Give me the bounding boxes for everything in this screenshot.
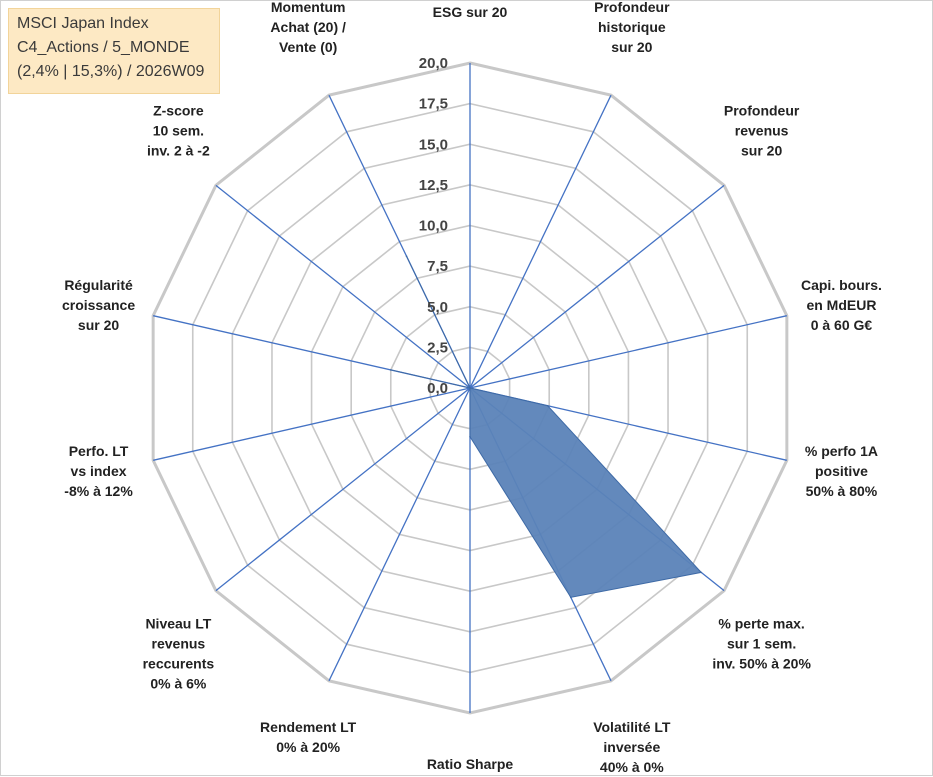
index-name: MSCI Japan Index xyxy=(17,15,149,32)
tick-label: 12,5 xyxy=(419,177,448,194)
axis-spoke xyxy=(469,184,725,389)
axis-label: NoteESG sur 20 xyxy=(433,1,508,20)
data-point xyxy=(469,435,471,438)
axis-label: % perte max. sur 1 sem. inv. 50% à 20% xyxy=(712,616,811,672)
tick-label: 10,0 xyxy=(419,218,448,235)
tick-label: 5,0 xyxy=(427,299,448,316)
data-point xyxy=(405,255,408,258)
data-point xyxy=(700,571,703,574)
axis-label: Rendement LT 0% à 20% xyxy=(260,719,357,755)
axis-spoke xyxy=(215,387,471,592)
axis-spoke xyxy=(469,94,612,389)
axis-label: Niveau LT revenus reccurents 0% à 6% xyxy=(143,616,215,692)
tick-label: 20,0 xyxy=(419,55,448,72)
axis-label: Profondeur revenus sur 20 xyxy=(724,102,800,158)
tick-label: 2,5 xyxy=(427,339,448,356)
index-category: C4_Actions / 5_MONDE xyxy=(17,39,190,56)
axis-label: Profondeur historique sur 20 xyxy=(594,1,670,55)
axis-spoke xyxy=(153,387,471,461)
axis-spoke xyxy=(215,184,471,389)
data-series xyxy=(389,255,703,599)
tick-label: 15,0 xyxy=(419,136,448,153)
tick-label: 0,0 xyxy=(427,380,448,397)
data-point xyxy=(469,387,471,389)
data-point xyxy=(546,404,549,407)
axis-spoke xyxy=(469,315,787,389)
axis-label: Régularité croissance sur 20 xyxy=(62,277,135,333)
axis-label: Ratio Sharpe0 à 1 xyxy=(427,756,514,777)
index-info-box: MSCI Japan Index C4_Actions / 5_MONDE (2… xyxy=(8,8,220,94)
axis-label: Perfo. LT vs index -8% à 12% xyxy=(64,443,133,499)
series-area xyxy=(390,256,703,598)
axis-label: Z-score 10 sem. inv. 2 à -2 xyxy=(147,102,210,158)
axis-spoke xyxy=(328,387,471,682)
tick-labels: 0,0 2,5 5,0 7,5 10,0 12,5 15,0 17,5 20,0 xyxy=(419,55,448,397)
axis-label: % perfo 1A positive 50% à 80% xyxy=(805,443,878,499)
data-point xyxy=(389,369,392,371)
index-stats: (2,4% | 15,3%) / 2026W09 xyxy=(17,63,205,80)
axis-label: Volatilité LT inversée 40% à 0% xyxy=(593,719,671,775)
data-point xyxy=(570,596,572,599)
axis-label: Momentum Achat (20) / Vente (0) xyxy=(270,1,346,55)
tick-label: 17,5 xyxy=(419,96,448,113)
tick-label: 7,5 xyxy=(427,258,448,275)
axis-label: Capi. bours. en MdEUR 0 à 60 G€ xyxy=(801,277,882,333)
